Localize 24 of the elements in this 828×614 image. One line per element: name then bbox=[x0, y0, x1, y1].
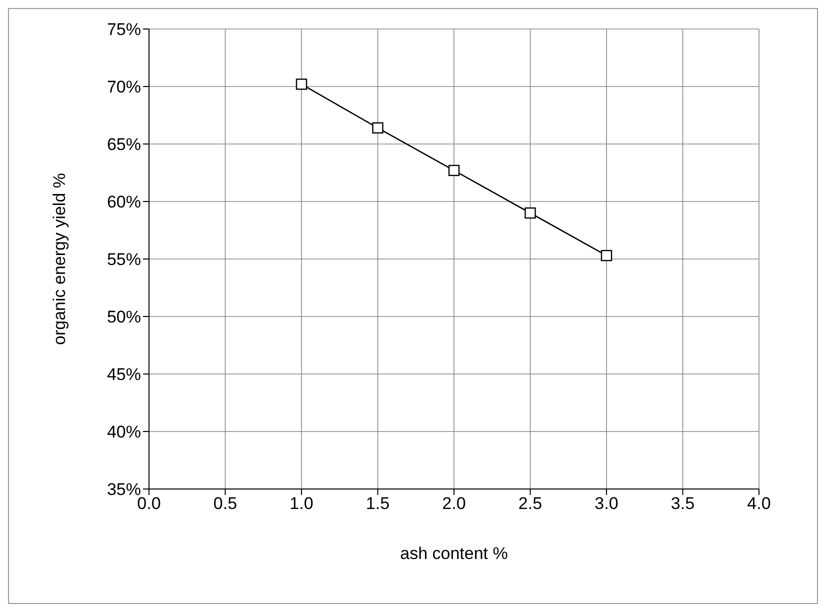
x-tick-label: 0.5 bbox=[213, 494, 238, 514]
x-tick-label: 3.0 bbox=[594, 494, 618, 514]
x-tick-label: 4.0 bbox=[747, 494, 771, 514]
x-tick-label: 0.0 bbox=[137, 494, 161, 514]
x-tick-label: 3.5 bbox=[670, 494, 695, 514]
y-tick-label: 40% bbox=[106, 422, 141, 442]
point bbox=[296, 78, 308, 90]
x-tick-label: 1.0 bbox=[290, 494, 314, 514]
x-tick-label: 1.5 bbox=[366, 494, 390, 514]
y-tick-label: 75% bbox=[106, 20, 141, 40]
y-tick-label: 60% bbox=[106, 192, 141, 212]
x-axis-title: ash content % bbox=[400, 544, 508, 563]
x-tick-label: 2.5 bbox=[518, 494, 542, 514]
y-tick-label: 55% bbox=[106, 250, 141, 270]
y-axis-title: organic energy yield % bbox=[50, 173, 70, 345]
y-tick-label: 50% bbox=[106, 308, 141, 327]
point bbox=[600, 250, 612, 262]
x-tick-label: 2.0 bbox=[442, 494, 466, 514]
point bbox=[372, 122, 384, 134]
point bbox=[524, 207, 536, 219]
y-tick-label: 65% bbox=[106, 135, 141, 154]
y-tick-label: 45% bbox=[106, 365, 141, 384]
point bbox=[448, 164, 460, 176]
y-tick-label: 70% bbox=[106, 78, 141, 97]
